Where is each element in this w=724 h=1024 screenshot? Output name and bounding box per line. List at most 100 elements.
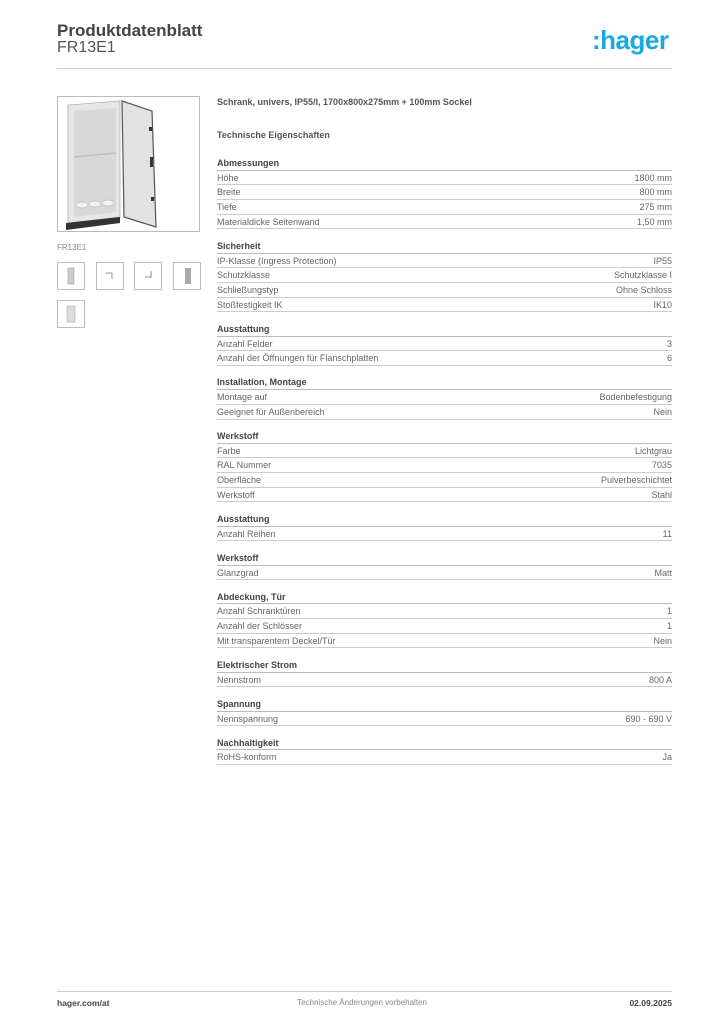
spec-label: Breite — [217, 187, 241, 198]
spec-row: Anzahl der Schlösser 1 — [217, 619, 672, 634]
spec-label: Anzahl Felder — [217, 338, 273, 349]
spec-row: Stoßfestigkeit IK IK10 — [217, 298, 672, 313]
spec-value: Lichtgrau — [634, 445, 672, 456]
spec-row: Anzahl Felder 3 — [217, 337, 672, 352]
spec-value: Ja — [662, 752, 672, 763]
section-heading: Spannung — [217, 697, 672, 712]
spec-label: Anzahl der Schlösser — [217, 621, 303, 632]
spec-row: Anzahl der Öffnungen für Flanschplatten 6 — [217, 351, 672, 366]
thumbnail-front-view[interactable] — [57, 262, 85, 290]
spec-row: Glanzgrad Matt — [217, 566, 672, 581]
spec-label: Nennstrom — [217, 674, 262, 685]
footer-date: 02.09.2025 — [629, 998, 672, 1008]
spec-label: RAL Nummer — [217, 460, 272, 471]
spec-section: Abdeckung, Tür Anzahl Schranktüren 1 Anzahl… — [217, 590, 672, 649]
spec-row: Anzahl Schranktüren 1 — [217, 604, 672, 620]
website-link[interactable]: hager.com/at — [57, 998, 110, 1008]
spec-label: RoHS-konform — [217, 752, 277, 763]
spec-section: Sicherheit IP-Klasse (Ingress Protection)… — [217, 239, 672, 313]
spec-label: Tiefe — [217, 202, 237, 213]
product-image — [57, 96, 200, 232]
spec-value: 1 — [666, 606, 672, 617]
spec-section: Ausstattung Anzahl Reihen 11 — [217, 512, 672, 542]
spec-label: Nennspannung — [217, 713, 279, 724]
spec-row: Mit transparentem Deckel/Tür Nein — [217, 634, 672, 649]
thumbnail-door-view[interactable] — [57, 300, 85, 328]
spec-row: Nennstrom 800 A — [217, 673, 672, 688]
spec-label: Materialdicke Seitenwand — [217, 216, 320, 227]
section-heading: Nachhaltigkeit — [217, 736, 672, 751]
spec-row: Werkstoff Stahl — [217, 488, 672, 503]
thumbnail-side-view[interactable] — [173, 262, 201, 290]
spec-value: 1 — [666, 621, 672, 632]
tech-heading: Technische Eigenschaften — [217, 130, 330, 140]
spec-row: IP-Klasse (Ingress Protection) IP55 — [217, 254, 672, 269]
product-name: Schrank, univers, IP55/I, 1700x800x275mm… — [217, 97, 472, 107]
spec-value: 690 - 690 V — [625, 713, 672, 724]
spec-section: Abmessungen Höhe 1800 mm Breite 800 mm Tiefe 2… — [217, 156, 672, 230]
spec-sections: Abmessungen Höhe 1800 mm Breite 800 mm Tiefe 2… — [217, 156, 672, 766]
spec-label: Werkstoff — [217, 489, 255, 500]
specifications: Schrank, univers, IP55/I, 1700x800x275mm… — [217, 96, 672, 766]
spec-row: RAL Nummer 7035 — [217, 458, 672, 474]
spec-row: Farbe Lichtgrau — [217, 444, 672, 459]
spec-row: Tiefe 275 mm — [217, 200, 672, 215]
spec-label: Anzahl Schranktüren — [217, 606, 301, 617]
spec-value: Nein — [653, 635, 672, 646]
spec-section: Ausstattung Anzahl Felder 3 Anzahl der Öffn… — [217, 322, 672, 366]
section-heading: Werkstoff — [217, 429, 672, 444]
image-caption: FR13E1 — [57, 243, 87, 252]
page-title: Produktdatenblatt — [57, 21, 203, 40]
spec-value: IK10 — [653, 299, 672, 310]
cabinet-illustration — [66, 100, 157, 230]
section-heading: Abmessungen — [217, 156, 672, 171]
spec-section: Elektrischer Strom Nennstrom 800 A — [217, 658, 672, 688]
spec-row: Geeignet für Außenbereich Nein — [217, 405, 672, 420]
spec-value: Nein — [653, 406, 672, 417]
spec-row: Montage auf Bodenbefestigung — [217, 390, 672, 405]
footer-notice: Technische Änderungen vorbehalten — [297, 998, 427, 1007]
spec-value: Pulverbeschichtet — [600, 475, 672, 486]
spec-value: 800 mm — [639, 187, 672, 198]
spec-section: Werkstoff Farbe Lichtgrau RAL Nummer 7035 Obe… — [217, 429, 672, 503]
spec-value: 1800 mm — [634, 172, 672, 183]
spec-value: IP55 — [653, 255, 672, 266]
section-heading: Abdeckung, Tür — [217, 590, 672, 605]
spec-label: Höhe — [217, 172, 239, 183]
header-divider — [57, 68, 672, 69]
spec-label: Stoßfestigkeit IK — [217, 299, 283, 310]
spec-row: Schließungstyp Ohne Schloss — [217, 283, 672, 298]
spec-label: IP-Klasse (Ingress Protection) — [217, 255, 337, 266]
spec-label: Oberfläche — [217, 475, 262, 486]
product-code: FR13E1 — [57, 39, 116, 56]
spec-section: Spannung Nennspannung 690 - 690 V — [217, 697, 672, 727]
spec-value: Matt — [654, 567, 672, 578]
spec-value: 800 A — [648, 674, 672, 685]
spec-value: Stahl — [651, 489, 672, 500]
spec-row: RoHS-konform Ja — [217, 750, 672, 766]
thumbnail-bracket-detail[interactable] — [134, 262, 162, 290]
spec-label: Farbe — [217, 445, 241, 456]
spec-section: Werkstoff Glanzgrad Matt — [217, 551, 672, 581]
spec-row: Nennspannung 690 - 690 V — [217, 712, 672, 727]
section-heading: Elektrischer Strom — [217, 658, 672, 673]
spec-value: 7035 — [651, 460, 672, 471]
footer-divider — [57, 991, 672, 992]
spec-label: Montage auf — [217, 392, 268, 403]
spec-row: Anzahl Reihen 11 — [217, 527, 672, 542]
spec-value: Bodenbefestigung — [599, 392, 672, 403]
spec-value: Schutzklasse I — [613, 270, 672, 281]
spec-label: Mit transparentem Deckel/Tür — [217, 635, 336, 646]
spec-label: Schließungstyp — [217, 285, 279, 295]
spec-row: Höhe 1800 mm — [217, 171, 672, 186]
spec-label: Anzahl der Öffnungen für Flanschplatten — [217, 353, 379, 364]
section-heading: Sicherheit — [217, 239, 672, 254]
thumbnail-corner-detail[interactable] — [96, 262, 124, 290]
section-heading: Installation, Montage — [217, 375, 672, 391]
spec-section: Installation, Montage Montage auf Bodenbef… — [217, 375, 672, 420]
spec-label: Glanzgrad — [217, 567, 259, 578]
spec-value: 3 — [666, 338, 672, 349]
spec-value: 1,50 mm — [636, 216, 672, 227]
spec-value: 275 mm — [639, 202, 672, 213]
spec-value: Ohne Schloss — [615, 285, 672, 295]
